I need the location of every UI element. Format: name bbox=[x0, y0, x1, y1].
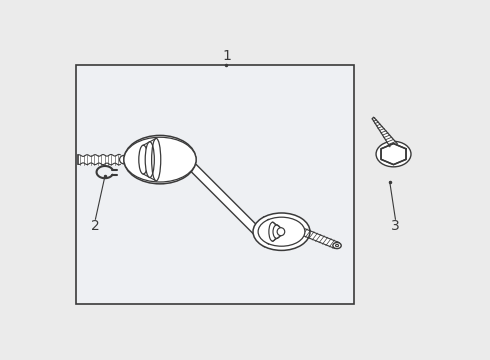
Ellipse shape bbox=[253, 213, 310, 251]
Circle shape bbox=[376, 141, 411, 167]
Circle shape bbox=[333, 243, 341, 249]
Ellipse shape bbox=[126, 152, 135, 167]
Text: 2: 2 bbox=[91, 219, 100, 233]
Ellipse shape bbox=[120, 156, 129, 164]
Text: 3: 3 bbox=[391, 219, 400, 233]
Ellipse shape bbox=[273, 225, 281, 238]
Ellipse shape bbox=[265, 220, 272, 244]
Ellipse shape bbox=[258, 217, 305, 246]
Ellipse shape bbox=[269, 222, 276, 241]
Ellipse shape bbox=[261, 217, 268, 247]
Polygon shape bbox=[301, 229, 339, 248]
Bar bbox=[76, 66, 354, 304]
Ellipse shape bbox=[124, 137, 196, 182]
Ellipse shape bbox=[132, 149, 142, 171]
Ellipse shape bbox=[145, 142, 154, 177]
Polygon shape bbox=[381, 144, 406, 165]
Polygon shape bbox=[372, 118, 397, 147]
Ellipse shape bbox=[277, 228, 285, 236]
Ellipse shape bbox=[124, 135, 196, 184]
Polygon shape bbox=[181, 157, 261, 234]
Polygon shape bbox=[381, 144, 406, 165]
Ellipse shape bbox=[139, 145, 148, 174]
Text: 1: 1 bbox=[222, 49, 231, 63]
